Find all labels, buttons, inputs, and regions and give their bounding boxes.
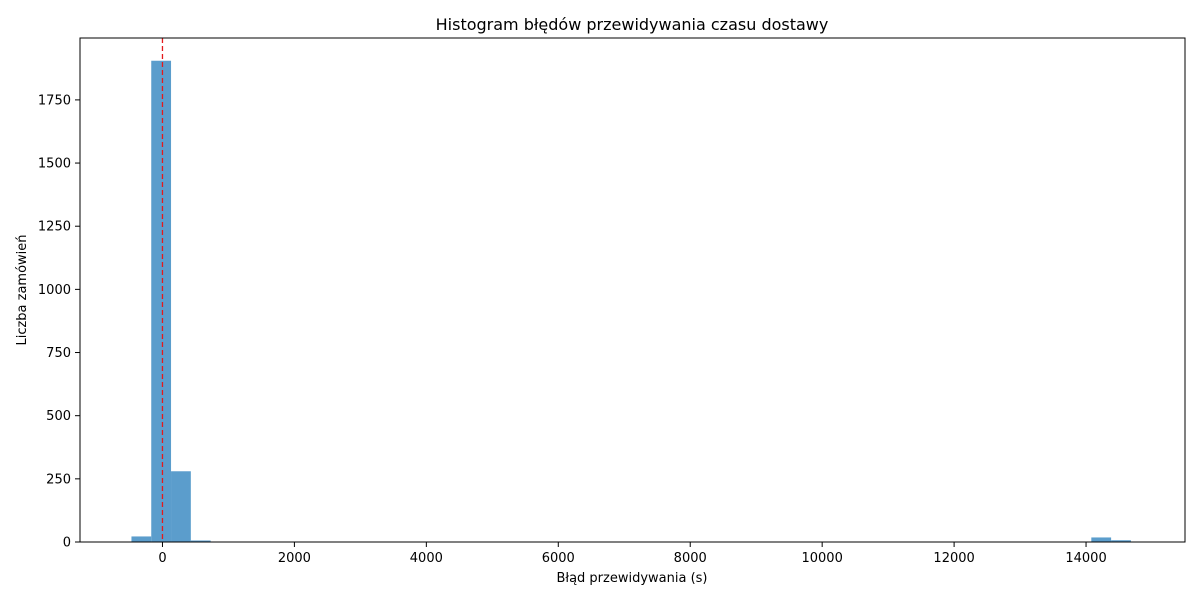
plot-frame [79,37,1186,543]
y-tick-label-4: 1000 [38,283,71,298]
y-tick-label-2: 500 [46,409,71,424]
x-tick-label-4: 8000 [674,551,707,566]
x-tick-label-7: 14000 [1065,551,1106,566]
histogram-bar-3 [190,540,211,542]
x-tick-label-6: 12000 [933,551,974,566]
histogram-bar-0 [131,536,152,542]
x-tick-label-3: 6000 [542,551,575,566]
histogram-bar-1 [151,60,172,542]
x-tick-label-5: 10000 [801,551,842,566]
x-tick-label-1: 2000 [278,551,311,566]
y-tick-label-5: 1250 [38,220,71,235]
y-tick-label-1: 250 [46,472,71,487]
histogram-bar-2 [171,471,191,542]
x-tick-label-2: 4000 [410,551,443,566]
x-tick-label-0: 0 [158,551,166,566]
y-tick-label-3: 750 [46,346,71,361]
y-tick-label-0: 0 [63,536,71,551]
histogram-bar-4 [1091,537,1112,542]
y-axis-title: Liczba zamówień [15,234,30,345]
x-axis-title: Błąd przewidywania (s) [556,571,707,586]
x-axis: 0 2000 4000 6000 8000 10000 12000 14000 [158,542,1107,566]
plot-area [131,38,1131,542]
y-tick-label-6: 1500 [38,157,71,172]
chart-title: Histogram błędów przewidywania czasu dos… [436,15,829,34]
histogram-bar-5 [1111,540,1131,542]
y-axis: 0 250 500 750 1000 1250 1500 1750 [38,93,80,551]
y-tick-label-7: 1750 [38,93,71,108]
